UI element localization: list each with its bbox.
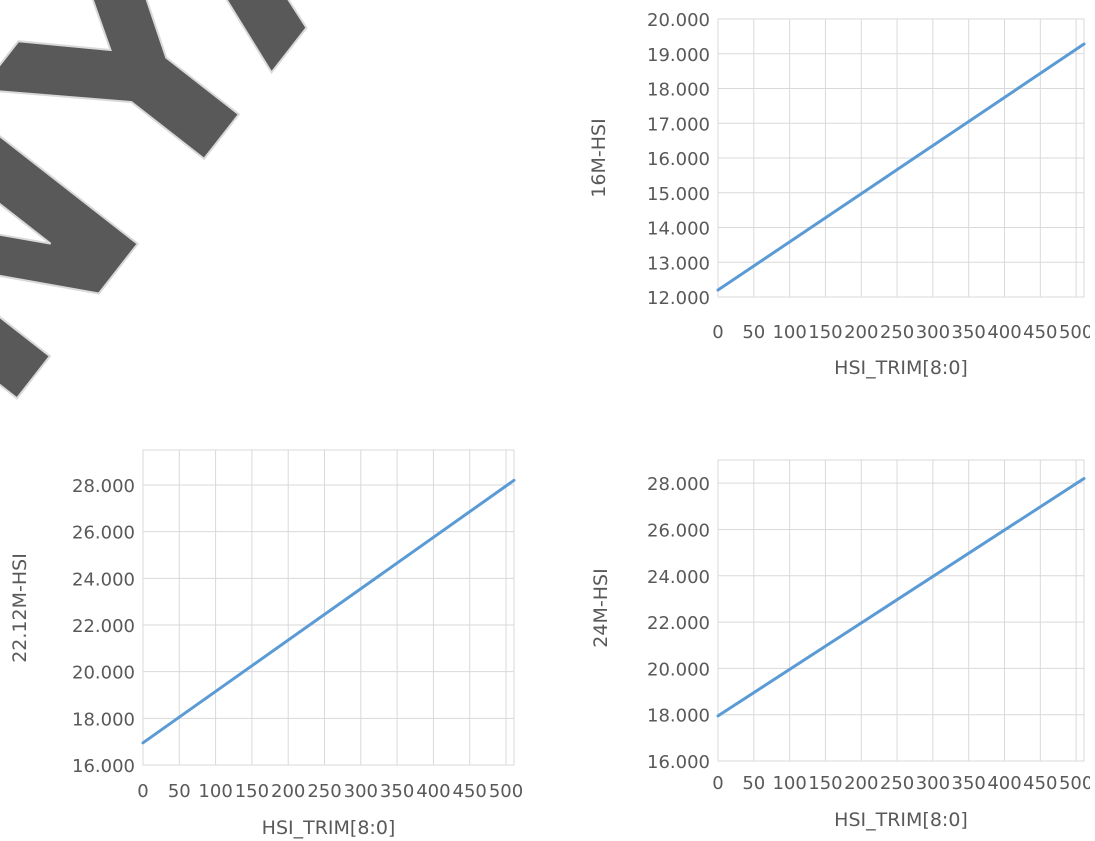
y-tick-label: 18.000 [647, 80, 710, 101]
y-tick-label: 17.000 [647, 114, 710, 135]
y-tick-label: 16.000 [72, 756, 135, 777]
y-axis-title: 22.12M-HSI [9, 553, 31, 663]
plot-area [142, 449, 515, 766]
y-tick-label: 20.000 [647, 659, 710, 680]
x-tick-label: 0 [137, 781, 148, 802]
y-tick-label: 26.000 [647, 520, 710, 541]
y-tick-label: 18.000 [647, 706, 710, 727]
x-tick-label: 400 [987, 322, 1021, 343]
series-line [716, 477, 1086, 718]
x-tick-label: 300 [916, 322, 950, 343]
x-tick-label: 150 [808, 322, 842, 343]
y-tick-label: 15.000 [647, 184, 710, 205]
y-tick-label: 24.000 [647, 567, 710, 588]
x-tick-label: 200 [271, 781, 305, 802]
y-tick-label: 26.000 [72, 523, 135, 544]
x-tick-label: 300 [344, 781, 378, 802]
x-tick-label: 350 [380, 781, 414, 802]
y-tick-label: 20.000 [647, 10, 710, 31]
y-tick-label: 16.000 [647, 752, 710, 773]
x-tick-label: 0 [712, 773, 723, 794]
x-tick-label: 150 [808, 773, 842, 794]
x-tick-label: 500 [489, 781, 523, 802]
x-tick-label: 300 [916, 773, 950, 794]
x-tick-label: 400 [987, 773, 1021, 794]
y-tick-label: 13.000 [647, 253, 710, 274]
x-axis-title: HSI_TRIM[8:0] [834, 357, 968, 379]
plot-area [717, 459, 1085, 762]
chart-16m-hsi: 0 50 100 150 200 250 300 350 400 450 500 12.000 13.0… [588, 10, 1090, 379]
y-tick-label: 20.000 [72, 663, 135, 684]
y-axis-title: 16M-HSI [588, 118, 610, 197]
y-tick-label: 12.000 [647, 288, 710, 309]
x-tick-label: 100 [772, 322, 806, 343]
x-tick-label: 0 [712, 322, 723, 343]
x-tick-label: 350 [952, 773, 986, 794]
x-tick-label: 100 [198, 781, 232, 802]
x-tick-label: 100 [772, 773, 806, 794]
x-tick-label: 200 [844, 773, 878, 794]
y-tick-label: 16.000 [647, 149, 710, 170]
y-tick-label: 24.000 [72, 569, 135, 590]
series-line [141, 478, 516, 745]
x-tick-label: 200 [844, 322, 878, 343]
series-line [716, 42, 1086, 292]
x-tick-label: 50 [742, 322, 765, 343]
y-tick-label: 19.000 [647, 45, 710, 66]
y-tick-label: 22.000 [647, 613, 710, 634]
x-tick-label: 400 [416, 781, 450, 802]
y-tick-label: 28.000 [72, 476, 135, 497]
x-tick-label: 250 [880, 322, 914, 343]
x-tick-label: 450 [1023, 773, 1057, 794]
y-tick-label: 22.000 [72, 616, 135, 637]
x-tick-label: 450 [453, 781, 487, 802]
x-tick-label: 450 [1023, 322, 1057, 343]
y-tick-label: 28.000 [647, 474, 710, 495]
x-tick-label: 350 [952, 322, 986, 343]
x-axis-title: HSI_TRIM[8:0] [834, 809, 968, 831]
y-tick-label: 14.000 [647, 219, 710, 240]
x-tick-label: 50 [168, 781, 191, 802]
x-tick-label: 50 [742, 773, 765, 794]
x-tick-label: 250 [307, 781, 341, 802]
x-tick-label: 150 [235, 781, 269, 802]
y-axis-title: 24M-HSI [590, 568, 612, 647]
chart-24m-hsi: 0 50 100 150 200 250 300 350 400 450 500 16.000 18.0… [590, 459, 1090, 831]
chart-22-12m-hsi: 0 50 100 150 200 250 300 350 400 450 500 16.000 18.0… [9, 449, 523, 839]
x-tick-label: 500 [1059, 773, 1090, 794]
x-tick-label: 500 [1059, 322, 1090, 343]
y-tick-label: 18.000 [72, 709, 135, 730]
x-tick-label: 250 [880, 773, 914, 794]
x-axis-title: HSI_TRIM[8:0] [262, 817, 396, 839]
